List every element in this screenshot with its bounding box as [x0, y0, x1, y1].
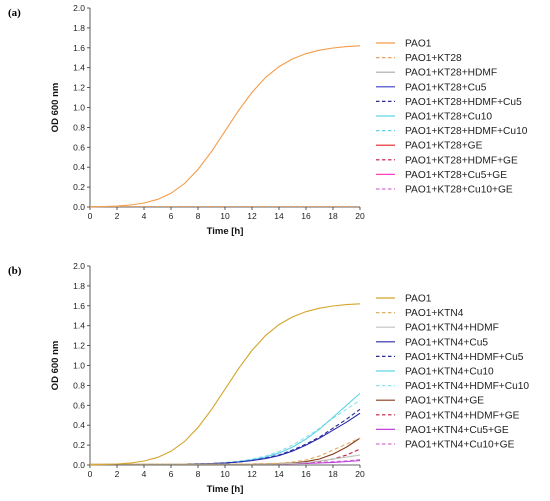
- x-tick-label: 10: [220, 211, 230, 221]
- legend: PAO1 PAO1+KT28 PAO1+KT28+HDMF PAO1+KT28+Cu5…: [376, 39, 528, 196]
- x-tick-label: 0: [88, 211, 93, 221]
- x-tick-label: 4: [142, 469, 147, 479]
- x-tick-label: 12: [247, 469, 257, 479]
- y-tick-label: 1.0: [73, 103, 85, 113]
- legend-label: PAO1+KTN4+Cu10: [405, 367, 494, 378]
- legend-label: PAO1+KT28+HDMF+Cu10: [405, 126, 528, 137]
- x-tick-label: 2: [115, 469, 120, 479]
- legend-label: PAO1+KTN4: [405, 308, 464, 319]
- panel-label: (a): [8, 7, 21, 19]
- legend-label: PAO1+KTN4+HDMF+GE: [405, 410, 520, 421]
- legend-label: PAO1+KT28+Cu5+GE: [405, 170, 507, 181]
- x-tick-label: 2: [115, 211, 120, 221]
- y-tick-label: 1.6: [73, 301, 85, 311]
- x-axis-title: Time [h]: [207, 226, 244, 237]
- x-tick-label: 20: [355, 211, 365, 221]
- y-tick-label: 0.8: [73, 122, 85, 132]
- legend-label: PAO1+KT28+HDMF: [405, 68, 497, 79]
- legend-label: PAO1: [405, 39, 432, 50]
- legend-label: PAO1: [405, 294, 432, 305]
- x-tick-label: 14: [274, 469, 284, 479]
- series-line-pao1: [89, 45, 361, 208]
- x-tick-label: 0: [88, 469, 93, 479]
- y-tick-label: 0.2: [73, 440, 85, 450]
- y-tick-label: 2.0: [73, 261, 85, 271]
- legend-label: PAO1+KTN4+Cu10+GE: [405, 440, 515, 451]
- y-tick-label: 0.0: [73, 202, 85, 212]
- legend-label: PAO1+KTN4+GE: [405, 396, 484, 407]
- y-tick-label: 0.0: [73, 460, 85, 470]
- y-tick-label: 1.4: [73, 63, 85, 73]
- y-tick-label: 0.8: [73, 380, 85, 390]
- y-tick-label: 0.6: [73, 400, 85, 410]
- y-tick-label: 1.8: [73, 23, 85, 33]
- x-tick-label: 12: [247, 211, 257, 221]
- legend-label: PAO1+KTN4+HDMF: [405, 323, 499, 334]
- series-line-pao1-ktn4-hdmf: [90, 454, 361, 465]
- x-tick-label: 18: [328, 211, 338, 221]
- legend-label: PAO1+KTN4+HDMF+Cu5: [405, 352, 524, 363]
- y-tick-label: 1.4: [73, 321, 85, 331]
- series-line-pao1-ktn4-hdmf-cu10: [90, 399, 361, 465]
- x-axis-title: Time [h]: [207, 484, 244, 495]
- y-tick-label: 2.0: [73, 3, 85, 13]
- chart-panel-a: (a) 0.0 0.2 0.4 0.6 0.8 1.0 1.2 1.4 1.6 1.8 2.0 0 2 4 6…: [8, 3, 528, 237]
- x-tick-label: 20: [355, 469, 365, 479]
- legend-label: PAO1+KT28+Cu5: [405, 82, 487, 93]
- y-tick-label: 1.0: [73, 361, 85, 371]
- x-tick-label: 16: [301, 211, 311, 221]
- panel-label: (b): [8, 265, 22, 277]
- y-tick-label: 1.8: [73, 281, 85, 291]
- y-axis-title: OD 600 nm: [50, 341, 61, 391]
- series-line-pao1-ktn4-cu10: [90, 392, 361, 465]
- series-line-pao1: [89, 303, 361, 466]
- x-tick-label: 16: [301, 469, 311, 479]
- y-axis-title: OD 600 nm: [50, 83, 61, 133]
- y-tick-label: 0.4: [73, 162, 85, 172]
- y-tick-label: 0.4: [73, 420, 85, 430]
- x-tick-label: 4: [142, 211, 147, 221]
- y-tick-label: 1.6: [73, 43, 85, 53]
- x-tick-label: 6: [169, 211, 174, 221]
- legend-label: PAO1+KT28+HDMF+GE: [405, 155, 518, 166]
- legend: PAO1 PAO1+KTN4 PAO1+KTN4+HDMF PAO1+KTN4+Cu5…: [376, 294, 529, 451]
- y-tick-label: 1.2: [73, 83, 85, 93]
- legend-label: PAO1+KT28+GE: [405, 141, 483, 152]
- legend-label: PAO1+KTN4+Cu5: [405, 337, 488, 348]
- legend-label: PAO1+KTN4+HDMF+Cu10: [405, 381, 529, 392]
- x-tick-label: 8: [196, 469, 201, 479]
- y-tick-label: 0.2: [73, 182, 85, 192]
- legend-label: PAO1+KT28+Cu10+GE: [405, 185, 513, 196]
- chart-panel-b: (b) 0.0 0.2 0.4 0.6 0.8 1.0 1.2 1.4 1.6 1.8 2.0 0 2 4 6…: [8, 261, 529, 495]
- legend-label: PAO1+KTN4+Cu5+GE: [405, 425, 509, 436]
- x-tick-label: 10: [220, 469, 230, 479]
- x-tick-label: 6: [169, 469, 174, 479]
- legend-label: PAO1+KT28+Cu10: [405, 112, 492, 123]
- y-tick-label: 1.2: [73, 341, 85, 351]
- legend-label: PAO1+KT28: [405, 53, 462, 64]
- x-tick-label: 8: [196, 211, 201, 221]
- x-tick-label: 18: [328, 469, 338, 479]
- y-tick-label: 0.6: [73, 142, 85, 152]
- series-line-pao1-ktn4-ge: [90, 437, 361, 465]
- legend-label: PAO1+KT28+HDMF+Cu5: [405, 97, 522, 108]
- series-line-pao1-ktn4: [90, 437, 361, 465]
- series-line-pao1-ktn4-hdmf-cu5: [90, 408, 361, 465]
- x-tick-label: 14: [274, 211, 284, 221]
